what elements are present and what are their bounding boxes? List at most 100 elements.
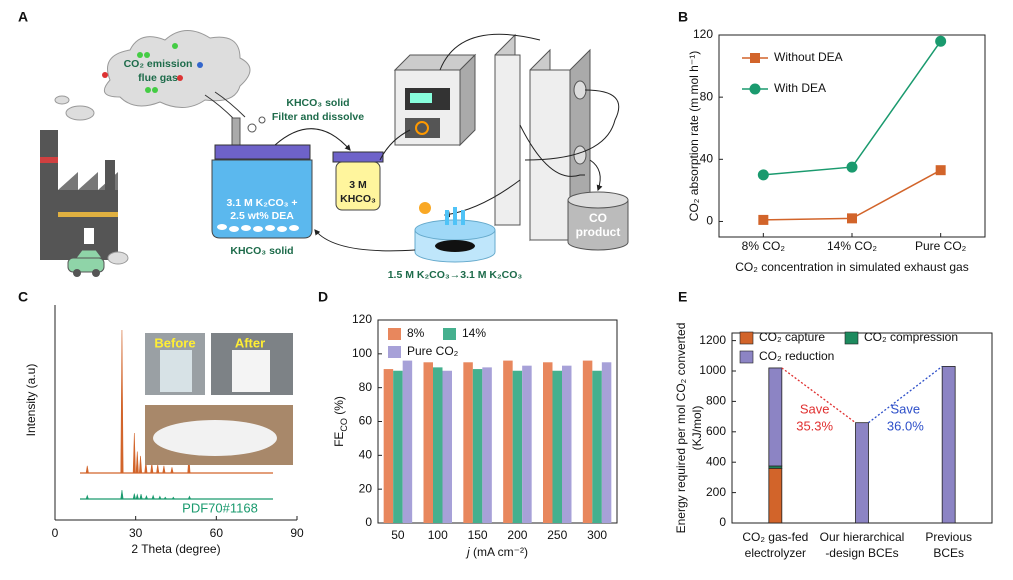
label: 30 [129,526,143,540]
peak [144,461,148,474]
peak [158,495,162,500]
label: 80 [700,89,714,103]
peak [139,493,143,500]
marker [846,161,858,173]
marker [757,169,769,181]
label: PDF70#1168 [182,500,258,515]
bar [402,360,413,523]
label: -design BCEs [825,546,898,560]
bar-segment [768,467,783,524]
bar [522,365,532,523]
legend-marker [750,53,760,63]
peak [135,451,139,474]
label: B [678,9,688,25]
label: 100 [428,528,448,542]
label: Pure CO₂ [915,239,967,253]
label: 8% CO₂ [742,239,786,253]
peak [144,495,149,500]
axis-label-part: (%) [332,396,346,418]
cylinder [567,199,629,251]
label: A [18,9,28,25]
plot-frame [377,319,618,524]
bar-segment [768,367,783,467]
label: E [678,289,687,305]
label: 50 [391,528,405,542]
label: CO₂ reduction [759,349,834,363]
panel-a-labels: CO₂ emission flue gas KHCO₃ solid Filter… [124,58,621,281]
label: C [18,289,28,305]
bar [463,362,473,523]
bar [482,367,492,523]
label: 3.1 M K₂CO₃ + [226,197,297,209]
label: 300 [587,528,607,542]
plot-frame [718,34,986,238]
photo-vial [160,350,192,392]
bar [442,370,452,523]
marker [847,213,857,224]
label: 20 [359,481,373,495]
peak [85,465,89,474]
peak [120,329,124,474]
jar [335,161,381,211]
bar [543,362,553,523]
bar-segment [941,366,956,524]
label: 35.3% [796,418,833,433]
peak [132,432,136,474]
label: KHCO₃ [340,193,376,205]
label: Save [891,401,921,416]
bar [552,370,562,523]
series-line [763,169,942,221]
label: 90 [290,526,304,540]
axis-label-part: FE [332,432,346,447]
saving-line [868,365,943,424]
bar [562,365,572,523]
peak [162,465,166,474]
peak [163,496,168,500]
label: 36.0% [887,418,924,433]
label: Our hierarchical [820,530,905,544]
bar [423,362,433,523]
label: 800 [706,394,726,408]
label: CO₂ compression [864,330,958,344]
axis-label-part: j [465,545,470,559]
label: Without DEA [774,50,843,64]
label: CO₂ capture [759,330,825,344]
chimney [40,130,58,260]
label: 120 [693,27,713,41]
bar-segment [855,422,869,524]
label: Pure CO₂ [407,344,459,358]
panel-a-drawing [40,30,629,277]
legend-swatch [739,331,754,345]
label: Intensity (a.u) [24,364,38,437]
label: 1200 [699,333,726,347]
axis-label-part: CO [339,418,349,432]
label: 0 [365,515,372,529]
label: 200 [706,485,726,499]
saving-line [781,367,856,424]
label: (KJ/mol) [690,406,704,451]
marker [935,35,947,47]
label: 400 [706,454,726,468]
legend-swatch [739,350,754,364]
label: KHCO₃ solid [230,245,293,257]
cloud [103,30,251,108]
peak [85,494,89,500]
bar [472,369,483,523]
marker [935,165,946,176]
bar [592,370,602,523]
label: Before [154,335,195,350]
bar [383,369,394,523]
label: D [318,289,328,305]
label: CO₂ absorption rate (m mol h⁻¹) [687,51,701,221]
label: flue gas [138,72,178,84]
label: CO [589,211,607,225]
label: 200 [507,528,527,542]
label: 0 [52,526,59,540]
label: CO₂ concentration in simulated exhaust g… [735,260,968,274]
axis-label-part: (mA cm⁻²) [470,545,528,559]
label: 250 [547,528,567,542]
label: Previous [925,530,972,544]
axis-label: j (mA cm⁻²) [465,545,528,559]
label: 60 [210,526,224,540]
